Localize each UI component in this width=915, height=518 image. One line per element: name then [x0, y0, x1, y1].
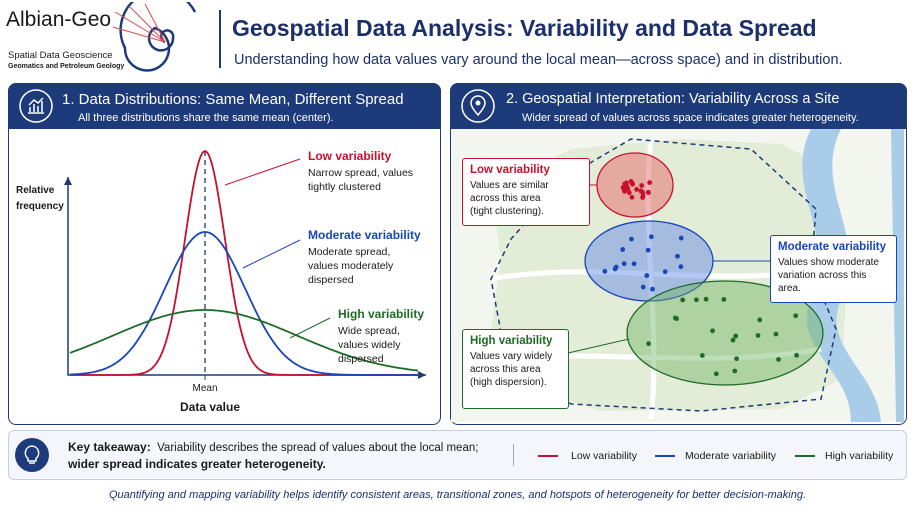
sample-point [644, 273, 650, 278]
sample-point [631, 261, 637, 267]
panel-subtitle: All three distributions share the same m… [78, 112, 334, 124]
sample-point [721, 296, 727, 302]
annotation: Moderate variability Moderate spread, val… [308, 228, 433, 287]
callout-title: High variability [470, 335, 553, 347]
annotation: Low variability Narrow spread, values tig… [308, 149, 418, 194]
callout-title: Low variability [470, 164, 550, 176]
title: Geospatial Data Analysis: Variability an… [232, 15, 817, 41]
annotation-text: Narrow spread, values tightly clustered [308, 167, 414, 193]
takeaway-emphasis: wider spread indicates greater heterogen… [68, 457, 326, 471]
sample-point [730, 337, 736, 343]
callout-text: Values vary widely across this area (hig… [470, 351, 553, 388]
sample-point [629, 194, 635, 200]
annotation: High variability Wide spread, values wide… [338, 307, 438, 366]
sample-point [703, 296, 709, 302]
distribution-chart [64, 150, 426, 380]
legend-label: Low variability [571, 450, 637, 462]
annotation-title: Moderate variability [308, 228, 421, 242]
sample-point [710, 328, 715, 334]
sample-point [639, 183, 645, 188]
sample-point [713, 371, 719, 377]
sample-point [646, 190, 651, 195]
annotation-title: Low variability [308, 149, 392, 163]
takeaway-text: Key takeaway: Variability describes the … [68, 440, 478, 454]
legend-label: Moderate variability [685, 450, 777, 462]
takeaway-body: Variability describes the spread of valu… [157, 442, 479, 454]
panel-title: 1. Data Distributions: Same Mean, Differ… [62, 91, 404, 108]
sample-point [628, 178, 634, 184]
logo-tagline: Spatial Data Geoscience [8, 50, 113, 61]
bulb-icon [15, 438, 49, 472]
annotation-text: Moderate spread, values moderately dispe… [308, 246, 394, 286]
sample-point [773, 331, 779, 337]
annotation-title: High variability [338, 307, 425, 321]
sample-point [678, 264, 684, 270]
x-axis-label: Data value [179, 400, 241, 414]
sample-point [623, 182, 629, 188]
callout: High variability Values vary widely acros… [462, 329, 569, 409]
callout-text: Values are similar across this area (tig… [470, 180, 549, 217]
sample-point [620, 247, 626, 252]
sample-point [613, 264, 619, 270]
logo-name: Albian-Geo [6, 8, 112, 31]
sample-point [647, 180, 653, 185]
logo-spiral [112, 2, 197, 72]
sample-point [755, 333, 761, 338]
separator [219, 10, 221, 68]
sample-point [733, 333, 739, 339]
y-axis-label: Relative frequency [16, 185, 64, 212]
sample-point [693, 297, 699, 303]
takeaway-label: Key takeaway: [68, 440, 151, 454]
sample-point [793, 313, 799, 319]
chart-icon [19, 89, 53, 123]
legend-swatch [538, 455, 558, 457]
sample-point [662, 269, 668, 275]
legend-swatch [795, 455, 815, 457]
sample-point [629, 236, 634, 242]
sample-point [732, 368, 738, 374]
sample-point [757, 317, 763, 323]
sample-point [776, 357, 781, 362]
panel-subtitle: Wider spread of values across space indi… [522, 112, 859, 124]
sample-point [794, 352, 799, 358]
sample-point [650, 286, 655, 292]
pin-icon [461, 89, 495, 123]
sample-point [640, 193, 646, 199]
panel-header [8, 83, 441, 129]
distribution-curve [69, 309, 419, 372]
footer: Quantifying and mapping variability help… [108, 489, 807, 501]
sample-point [680, 297, 686, 303]
distribution-curve [69, 231, 418, 376]
sample-point [672, 315, 678, 321]
sample-point [640, 284, 646, 290]
annotation-text: Wide spread, values widely dispersed [338, 325, 401, 365]
callout-text: Values show moderate variation across th… [778, 257, 879, 294]
sample-point [645, 247, 651, 253]
callout: Moderate variability Values show moderate… [770, 235, 897, 303]
sample-point [602, 268, 608, 274]
takeaway-box [8, 430, 907, 480]
callout: Low variability Values are similar across… [462, 158, 590, 226]
callout-title: Moderate variability [778, 241, 887, 253]
sample-point [648, 234, 654, 240]
sample-point [646, 341, 651, 347]
sample-point [621, 261, 627, 267]
sample-point [699, 353, 705, 358]
mean-label: Mean [192, 383, 218, 394]
sample-point [734, 356, 739, 362]
sample-point [675, 253, 680, 259]
sample-point [626, 190, 632, 196]
panel [8, 83, 441, 425]
panel-title: 2. Geospatial Interpretation: Variabilit… [506, 91, 840, 107]
legend-swatch [655, 455, 675, 457]
panel-header [450, 83, 907, 129]
sample-point [678, 235, 684, 241]
sample-point [625, 186, 631, 192]
separator [513, 444, 514, 466]
sample-point [634, 187, 640, 192]
legend-label: High variability [825, 450, 894, 462]
subtitle: Understanding how data values vary aroun… [234, 52, 843, 68]
logo-tagline: Geomatics and Petroleum Geology [8, 63, 125, 70]
